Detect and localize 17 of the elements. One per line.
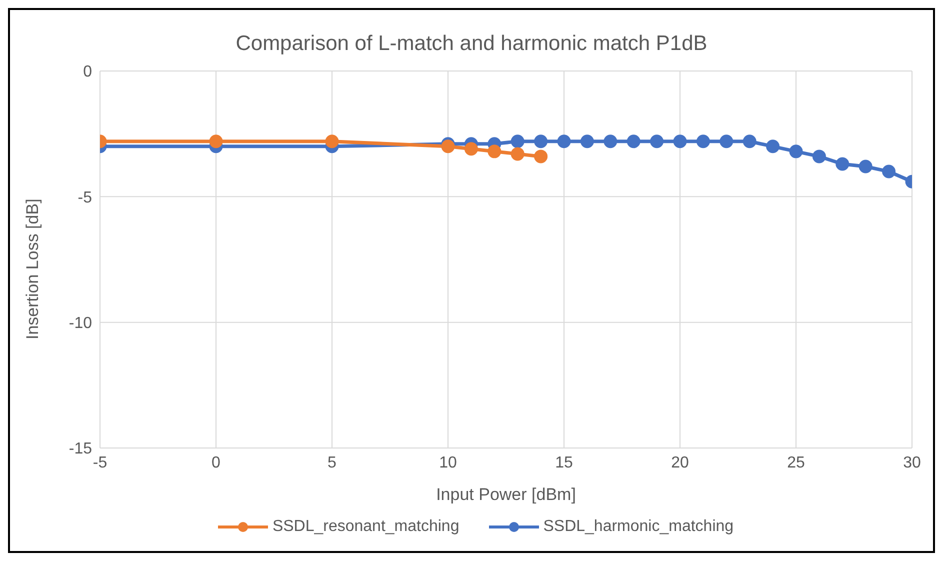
x-tick-label: 10 [439, 454, 457, 472]
x-tick-label: 20 [671, 454, 689, 472]
y-axis-title: Insertion Loss [dB] [23, 198, 42, 340]
x-tick-label: 5 [328, 454, 337, 472]
x-axis-title: Input Power [dBm] [436, 485, 576, 504]
y-tick-label: -10 [68, 315, 92, 332]
x-tick-label: 25 [787, 454, 805, 472]
y-tick-label: 0 [83, 64, 92, 81]
x-tick-label: 30 [903, 454, 921, 472]
chart-title: Comparison of L-match and harmonic match P1dB [234, 32, 708, 56]
x-tick-label: 15 [555, 454, 573, 472]
legend-label: SSDL_harmonic_matching [542, 518, 734, 536]
x-tick-label: -5 [92, 454, 108, 472]
x-tick-label: 0 [212, 454, 221, 472]
y-tick-label: -5 [78, 189, 92, 206]
y-tick-label: -15 [68, 440, 92, 458]
legend-label: SSDL_resonant_matching [271, 518, 460, 536]
